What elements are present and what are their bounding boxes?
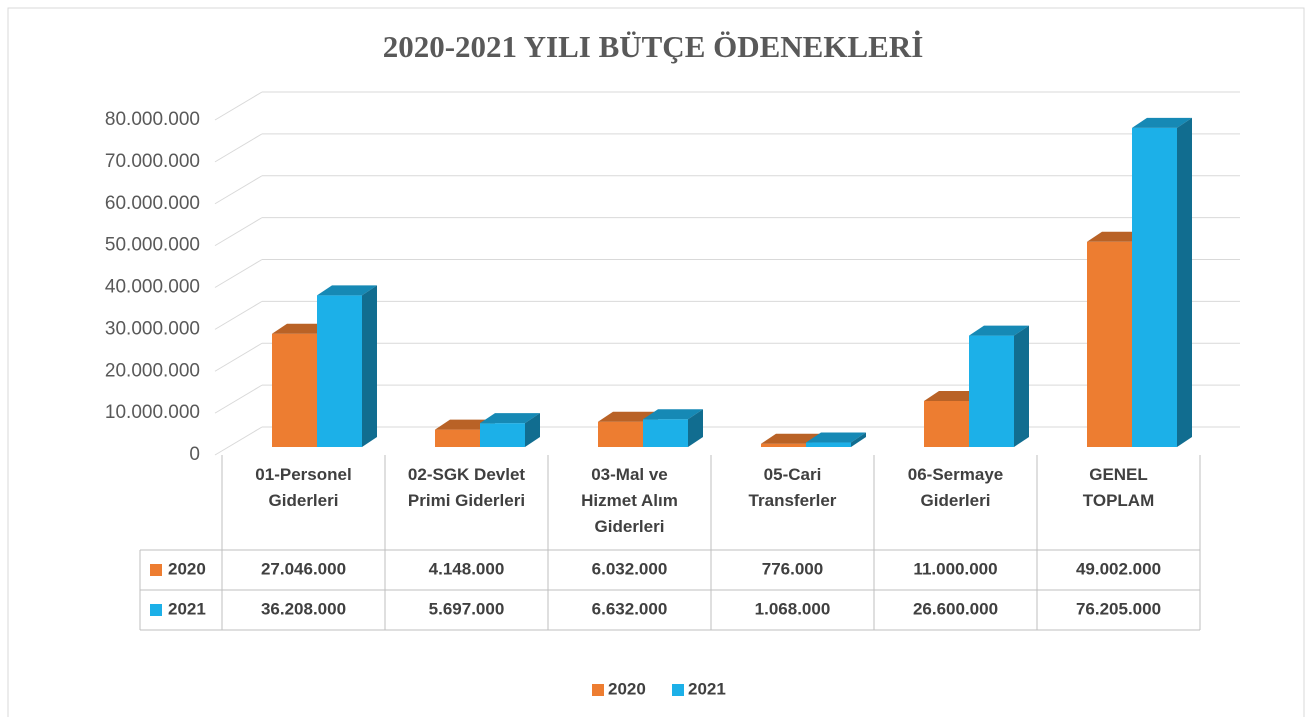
y-tick-label: 60.000.000 [105, 193, 200, 214]
x-tick-label: GENEL TOPLAM [1037, 462, 1200, 514]
bar [1087, 241, 1132, 447]
bar [643, 419, 688, 447]
x-tick-label: 02-SGK Devlet Primi Giderleri [385, 462, 548, 514]
legend-label: 2021 [688, 679, 726, 698]
y-tick-label: 10.000.000 [105, 402, 200, 423]
grid-line [214, 300, 263, 330]
grid-line [214, 217, 263, 247]
y-tick-label: 80.000.000 [105, 109, 200, 130]
bar [1132, 127, 1177, 447]
bar [272, 333, 317, 447]
grid-line [214, 133, 263, 163]
table-value: 6.032.000 [592, 559, 668, 578]
category-text: GENEL TOPLAM [1082, 465, 1155, 510]
bar [317, 295, 362, 447]
table-value: 1.068.000 [755, 599, 831, 618]
bar [598, 421, 643, 447]
bar-side [362, 285, 377, 447]
table-value: 4.148.000 [429, 559, 505, 578]
grid-line [214, 91, 263, 121]
table-value: 27.046.000 [261, 559, 346, 578]
table-value: 36.208.000 [261, 599, 346, 618]
legend-label: 2020 [608, 679, 646, 698]
bar [924, 400, 969, 447]
bar-top [806, 432, 866, 443]
bar [480, 423, 525, 447]
bar-top [643, 409, 703, 420]
table-series-name: 2021 [168, 599, 206, 618]
table-value: 26.600.000 [913, 599, 998, 618]
bar-side [851, 432, 866, 447]
bar-top [1132, 117, 1192, 128]
bar-side [1014, 325, 1029, 447]
table-value: 49.002.000 [1076, 559, 1161, 578]
grid-line [214, 342, 263, 372]
table-value: 776.000 [762, 559, 823, 578]
table-value: 76.205.000 [1076, 599, 1161, 618]
bar [969, 335, 1014, 447]
x-tick-label: 03-Mal ve Hizmet Alım Giderleri [548, 462, 711, 540]
table-series-name: 2020 [168, 559, 206, 578]
grid-line [214, 175, 263, 205]
y-tick-label: 20.000.000 [105, 360, 200, 381]
bar [761, 443, 806, 447]
grid-line [214, 259, 263, 288]
category-text: 06-Sermaye Giderleri [907, 465, 1004, 510]
category-text: 02-SGK Devlet Primi Giderleri [407, 465, 526, 510]
bar-top [480, 413, 540, 424]
x-tick-label: 06-Sermaye Giderleri [874, 462, 1037, 514]
legend-key [150, 564, 162, 576]
y-tick-label: 70.000.000 [105, 151, 200, 172]
y-tick-label: 50.000.000 [105, 235, 200, 256]
x-tick-label: 05-Cari Transferler [711, 462, 874, 514]
bar-side [525, 413, 540, 447]
legend-key [672, 684, 684, 696]
y-tick-label: 30.000.000 [105, 318, 200, 339]
table-value: 6.632.000 [592, 599, 668, 618]
bar [435, 429, 480, 447]
bar-top [969, 325, 1029, 336]
category-text: 01-Personel Giderleri [255, 465, 352, 510]
chart-border [7, 7, 1305, 717]
grid-line [214, 384, 263, 414]
bar-top [317, 285, 377, 296]
bar-top [761, 433, 821, 444]
grid-line [214, 426, 263, 456]
legend-key [150, 604, 162, 616]
legend-key [592, 684, 604, 696]
bar-side [688, 409, 703, 447]
y-tick-label: 40.000.000 [105, 277, 200, 298]
x-tick-label: 01-Personel Giderleri [222, 462, 385, 514]
category-text: 05-Cari Transferler [748, 465, 837, 510]
category-text: 03-Mal ve Hizmet Alım Giderleri [581, 465, 678, 536]
chart-title: 2020-2021 YILI BÜTÇE ÖDENEKLERİ [383, 29, 924, 64]
table-value: 5.697.000 [429, 599, 505, 618]
bar [806, 442, 851, 447]
bar-side [1177, 117, 1192, 447]
table-value: 11.000.000 [913, 559, 997, 578]
y-tick-label: 0 [189, 444, 200, 465]
